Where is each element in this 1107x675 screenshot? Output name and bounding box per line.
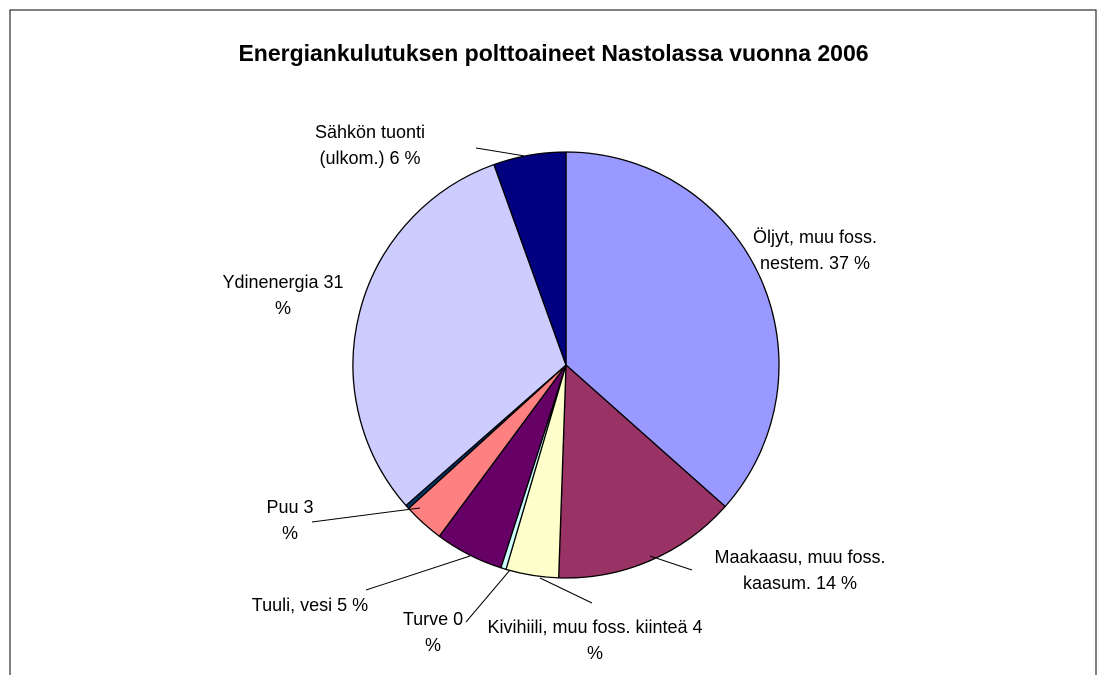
slice-label: Sähkön tuonti (ulkom.) 6 % [310,119,430,171]
value-label: 31 % [274,272,344,318]
category-label: Sähkön tuonti (ulkom.) [314,122,426,168]
slice [352,163,567,507]
slice-label: Ydinenergia 31 % [213,269,353,321]
leader-line [475,147,526,157]
value-label: 4 % [586,617,703,663]
value-label: 6 % [389,148,421,168]
slice [557,363,727,579]
category-label: Maakaasu, muu foss. kaasum. [714,547,886,593]
category-label: Tuuli, vesi [251,595,333,615]
value-label: 14 % [816,573,858,593]
chart-title: Energiankulutuksen polttoaineet Nastolas… [238,40,869,66]
category-label: Puu [266,497,299,517]
leader-line [311,507,421,523]
leader-line [365,555,471,591]
slice-label: Turve 0 % [398,606,468,658]
slice-label: Puu 3 % [260,494,320,546]
category-label: Kivihiili, muu foss. kiinteä [487,617,688,637]
slice-label: Maakaasu, muu foss. kaasum. 14 % [705,544,895,596]
category-label: Öljyt, muu foss. nestem. [752,227,878,273]
slice [493,151,567,366]
value-label: 3 % [281,497,314,543]
leader-line [465,569,511,623]
leader-line [539,577,593,604]
category-label: Turve [402,609,449,629]
slice-label: Öljyt, muu foss. nestem. 37 % [735,224,895,276]
leader-line [649,555,693,571]
slice-label: Tuuli, vesi 5 % [245,592,375,618]
slice [565,151,780,508]
frame [9,9,1097,675]
value-label: 0 % [424,609,464,655]
category-label: Ydinenergia [222,272,319,292]
value-label: 37 % [829,253,871,273]
value-label: 5 % [337,595,369,615]
slice-label: Kivihiili, muu foss. kiinteä 4 % [485,614,705,666]
